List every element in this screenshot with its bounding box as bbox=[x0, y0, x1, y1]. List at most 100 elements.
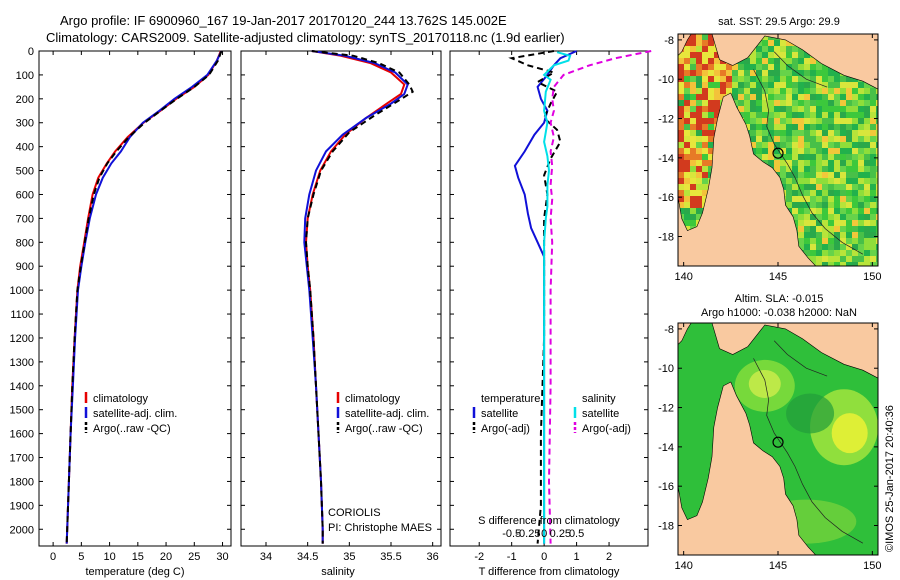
salinity-panel: 34 34.5 35 35.5 36 salinity climatology satelli… bbox=[240, 50, 442, 578]
x-tick-label: 2 bbox=[606, 551, 612, 563]
legend-climatology-label: climatology bbox=[345, 393, 401, 405]
legend-t-satellite-label: satellite bbox=[481, 408, 518, 420]
map-lon-label: 140 bbox=[674, 271, 692, 283]
legend-s-argo-label: Argo(-adj) bbox=[582, 423, 631, 435]
x-tick-label: 36 bbox=[427, 551, 439, 563]
x-tick-label: -1 bbox=[507, 551, 517, 563]
legend-climatology-label: climatology bbox=[93, 393, 149, 405]
depth-tick-label: 1700 bbox=[10, 453, 34, 465]
series-line-s-satellite bbox=[542, 51, 572, 544]
x-tick-label: 34 bbox=[260, 551, 272, 563]
series-line-argo bbox=[65, 50, 223, 544]
map-lon-label: 150 bbox=[863, 560, 881, 572]
temperature-panel-frame bbox=[38, 50, 232, 547]
australia-landmass bbox=[678, 34, 817, 266]
legend-satellite-label: satellite-adj. clim. bbox=[345, 408, 429, 420]
s-tick-label: 0 bbox=[541, 528, 547, 540]
x-tick-label: 30 bbox=[216, 551, 228, 563]
depth-tick-label: 800 bbox=[16, 237, 34, 249]
legend-temperature-header: temperature bbox=[481, 393, 540, 405]
depth-tick-label: 400 bbox=[16, 142, 34, 154]
x-tick-label: 10 bbox=[103, 551, 115, 563]
depth-tick-label: 0 bbox=[28, 46, 34, 58]
sst-map-title: sat. SST: 29.5 Argo: 29.9 bbox=[718, 16, 840, 28]
x-tick-label: 25 bbox=[188, 551, 200, 563]
australia-landmass bbox=[678, 323, 817, 555]
map-lat-label: -8 bbox=[664, 324, 674, 336]
depth-tick-label: 1600 bbox=[10, 429, 34, 441]
series-line-s-argo bbox=[547, 50, 652, 544]
map-lat-label: -16 bbox=[658, 192, 674, 204]
sla-map-title-line2: Argo h1000: -0.038 h2000: NaN bbox=[701, 307, 857, 319]
legend-satellite-label: satellite-adj. clim. bbox=[93, 408, 177, 420]
depth-tick-label: 200 bbox=[16, 94, 34, 106]
sst-map: sat. SST: 29.5 Argo: 29.9 140 145 150 -8 -10 -… bbox=[658, 16, 881, 283]
depth-tick-label: 700 bbox=[16, 213, 34, 225]
map-lat-label: -16 bbox=[658, 481, 674, 493]
depth-tick-label: 1900 bbox=[10, 500, 34, 512]
map-lat-label: -14 bbox=[658, 153, 674, 165]
coriolis-label: CORIOLIS bbox=[328, 507, 381, 519]
x-tick-label: 1 bbox=[574, 551, 580, 563]
depth-tick-label: 900 bbox=[16, 261, 34, 273]
depth-tick-label: 2000 bbox=[10, 524, 34, 536]
depth-tick-label: 500 bbox=[16, 166, 34, 178]
x-tick-label: 0 bbox=[50, 551, 56, 563]
x-tick-label: 20 bbox=[160, 551, 172, 563]
x-tick-label: 5 bbox=[78, 551, 84, 563]
salinity-panel-frame bbox=[240, 50, 442, 547]
legend-s-satellite-label: satellite bbox=[582, 408, 619, 420]
legend-salinity-header: salinity bbox=[582, 393, 616, 405]
figure-title-line1: Argo profile: IF 6900960_167 19-Jan-2017… bbox=[60, 13, 507, 28]
map-lat-label: -18 bbox=[658, 232, 674, 244]
s-tick-label: -0.5 bbox=[502, 528, 521, 540]
depth-tick-label: 300 bbox=[16, 118, 34, 130]
map-lon-label: 145 bbox=[769, 560, 787, 572]
bathymetry-contour bbox=[773, 51, 828, 88]
map-lat-label: -12 bbox=[658, 114, 674, 126]
s-tick-label: -0.25 bbox=[515, 528, 540, 540]
papua-new-guinea-landmass bbox=[711, 323, 878, 379]
series-line-argo bbox=[304, 50, 414, 544]
argo-position-marker bbox=[772, 147, 784, 159]
map-lon-label: 150 bbox=[863, 271, 881, 283]
papua-new-guinea-landmass bbox=[711, 34, 878, 90]
sst-map-area bbox=[678, 34, 878, 266]
s-diff-xlabel: S difference from climatology bbox=[478, 515, 620, 527]
bathymetry-contour bbox=[753, 69, 864, 255]
salinity-xlabel: salinity bbox=[321, 566, 355, 578]
x-tick-label: -2 bbox=[474, 551, 484, 563]
map-lon-label: 140 bbox=[674, 560, 692, 572]
sla-map-title-line1: Altim. SLA: -0.015 bbox=[735, 293, 824, 305]
legend-t-argo-label: Argo(-adj) bbox=[481, 423, 530, 435]
temperature-panel: 0100200300400500600700800900100011001200… bbox=[10, 46, 232, 578]
pi-label: PI: Christophe MAES bbox=[328, 522, 432, 534]
x-tick-label: 15 bbox=[132, 551, 144, 563]
sla-map: Altim. SLA: -0.015 Argo h1000: -0.038 h20… bbox=[658, 293, 881, 572]
figure-title-line2: Climatology: CARS2009. Satellite-adjuste… bbox=[46, 30, 565, 45]
legend-argo-label: Argo(..raw -QC) bbox=[93, 423, 171, 435]
s-tick-label: 0.25 bbox=[550, 528, 571, 540]
map-lat-label: -10 bbox=[658, 74, 674, 86]
map-lat-label: -14 bbox=[658, 442, 674, 454]
depth-tick-label: 1200 bbox=[10, 333, 34, 345]
depth-tick-label: 100 bbox=[16, 70, 34, 82]
series-line-satellite-adj bbox=[303, 50, 409, 544]
x-tick-label: 34.5 bbox=[297, 551, 318, 563]
x-tick-label: 35.5 bbox=[380, 551, 401, 563]
map-lat-label: -10 bbox=[658, 363, 674, 375]
depth-tick-label: 1500 bbox=[10, 405, 34, 417]
t-diff-xlabel: T difference from climatology bbox=[479, 566, 620, 578]
imos-stamp: ©IMOS 25-Jan-2017 20:40:36 bbox=[884, 405, 896, 552]
difference-panel: -2 -1 0 1 2 -0.5-0.25 0 0.250.5S difference fro… bbox=[449, 50, 652, 578]
map-lat-label: -12 bbox=[658, 403, 674, 415]
depth-tick-label: 1100 bbox=[10, 309, 34, 321]
s-tick-label: 0.5 bbox=[569, 528, 584, 540]
x-tick-label: 0 bbox=[541, 551, 547, 563]
map-lon-label: 145 bbox=[769, 271, 787, 283]
map-lat-label: -18 bbox=[658, 521, 674, 533]
depth-tick-label: 1800 bbox=[10, 476, 34, 488]
depth-tick-label: 600 bbox=[16, 189, 34, 201]
sla-map-area bbox=[678, 323, 878, 555]
